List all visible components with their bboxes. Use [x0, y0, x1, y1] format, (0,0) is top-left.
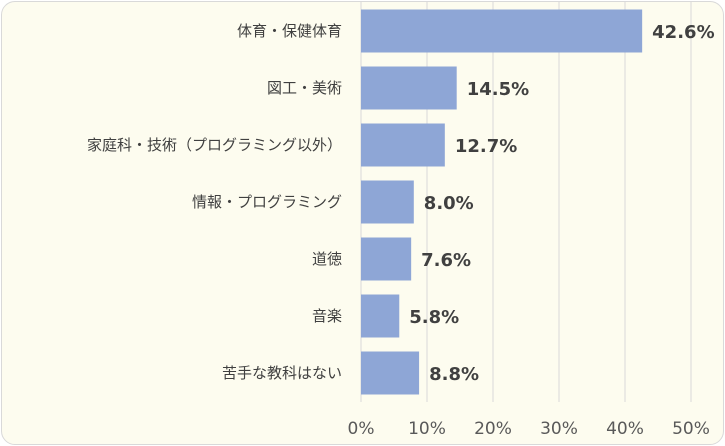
category-label: 道徳	[312, 250, 342, 268]
value-label: 8.0%	[424, 193, 474, 214]
bar	[361, 294, 400, 338]
value-label: 7.6%	[421, 250, 471, 271]
bar	[361, 9, 643, 53]
bar	[361, 180, 414, 224]
value-label: 14.5%	[467, 79, 529, 100]
x-tick-label: 20%	[474, 419, 512, 439]
value-label: 12.7%	[455, 136, 517, 157]
x-tick-label: 30%	[540, 419, 578, 439]
value-label: 8.8%	[429, 364, 479, 385]
bar	[361, 66, 457, 110]
bar	[361, 237, 412, 281]
x-tick-label: 10%	[408, 419, 446, 439]
value-labels: 42.6% 14.5% 12.7% 8.0% 7.6% 5.8% 8.8%	[409, 22, 714, 385]
value-label: 42.6%	[652, 22, 714, 43]
bar	[361, 351, 420, 395]
x-tick-label: 50%	[672, 419, 710, 439]
value-label: 5.8%	[409, 307, 459, 328]
bars	[361, 9, 643, 395]
category-label: 家庭科・技術（プログラミング以外）	[87, 136, 342, 154]
x-tick-label: 0%	[348, 419, 375, 439]
x-axis-tick-labels: 0% 10% 20% 30% 40% 50%	[348, 419, 710, 439]
category-label: 苦手な教科はない	[222, 364, 342, 382]
category-label: 体育・保健体育	[237, 22, 342, 40]
x-tick-label: 40%	[606, 419, 644, 439]
category-label: 音楽	[312, 307, 342, 325]
category-label: 情報・プログラミング	[192, 193, 342, 211]
category-label: 図工・美術	[267, 79, 342, 97]
bar	[361, 123, 445, 167]
